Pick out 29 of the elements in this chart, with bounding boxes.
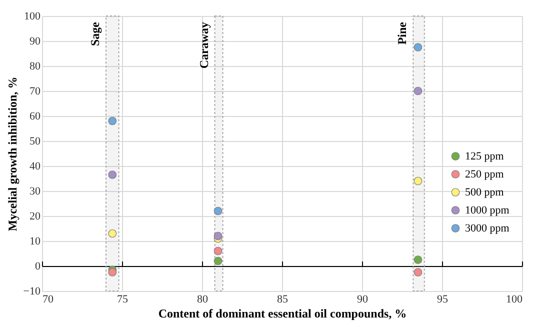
y-tick-label: 20 [30, 210, 41, 222]
y-tick-label: 10 [30, 236, 41, 248]
y-tick-label: 30 [30, 186, 41, 198]
x-tick-label: 95 [437, 294, 448, 306]
y-tick-label: 40 [30, 160, 41, 172]
y-tick-label: 0 [35, 260, 41, 272]
y-axis-title: Mycelial growth inhibition, % [5, 76, 20, 232]
x-tick-label: 85 [277, 294, 288, 306]
band-label: Pine [395, 21, 410, 45]
y-tick-label: 70 [30, 86, 41, 98]
y-tick-label: 50 [30, 136, 41, 148]
band-label: Caraway [196, 22, 211, 69]
legend-label: 3000 ppm [465, 222, 510, 234]
x-tick-label: 75 [117, 294, 128, 306]
legend-label: 1000 ppm [465, 204, 510, 216]
y-tick-label: 80 [30, 60, 41, 72]
y-tick-label: 90 [30, 36, 41, 48]
y-tick-label: 60 [30, 110, 41, 122]
y-tick-label: −10 [23, 286, 41, 298]
x-tick-label: 100 [506, 294, 523, 306]
y-tick-label: 100 [24, 10, 41, 22]
legend-label: 500 ppm [465, 186, 504, 198]
x-axis-title: Content of dominant essential oil compounds, % [158, 306, 407, 320]
legend-label: 125 ppm [465, 150, 504, 162]
x-tick-label: 90 [357, 294, 368, 306]
x-tick-label: 80 [197, 294, 208, 306]
legend-label: 250 ppm [465, 168, 504, 180]
x-tick-label: 70 [42, 294, 54, 306]
band-label: Sage [88, 21, 102, 46]
